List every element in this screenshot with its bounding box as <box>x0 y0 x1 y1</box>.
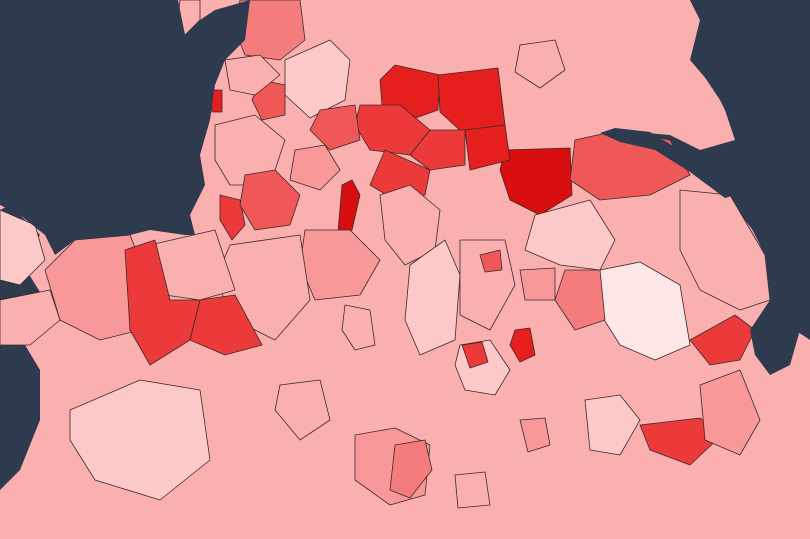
region[interactable] <box>219 194 246 241</box>
region[interactable] <box>0 289 61 346</box>
region[interactable] <box>0 209 46 286</box>
region[interactable] <box>639 417 723 466</box>
region[interactable] <box>389 439 433 499</box>
region[interactable] <box>679 189 771 311</box>
region[interactable] <box>519 267 556 301</box>
region[interactable] <box>337 179 361 233</box>
north-sea <box>690 0 810 375</box>
region[interactable] <box>689 314 756 366</box>
region[interactable] <box>274 379 331 441</box>
region[interactable] <box>289 144 341 191</box>
region[interactable] <box>224 54 281 96</box>
region[interactable] <box>409 129 466 171</box>
region[interactable] <box>189 294 263 356</box>
region[interactable] <box>69 379 211 501</box>
region[interactable] <box>509 327 536 363</box>
humber-estuary <box>600 128 745 198</box>
region[interactable] <box>479 249 503 273</box>
region[interactable] <box>699 369 761 456</box>
region[interactable] <box>309 104 361 151</box>
region[interactable] <box>554 269 606 331</box>
region[interactable] <box>404 239 461 356</box>
region[interactable] <box>519 417 551 453</box>
region[interactable] <box>239 169 301 231</box>
region[interactable] <box>341 304 376 351</box>
region[interactable] <box>464 124 511 171</box>
bristol-channel-edge <box>0 345 40 490</box>
region[interactable] <box>514 39 566 89</box>
region[interactable] <box>454 471 491 509</box>
irish-sea <box>0 0 250 255</box>
region[interactable] <box>461 341 489 369</box>
region[interactable] <box>584 394 641 456</box>
